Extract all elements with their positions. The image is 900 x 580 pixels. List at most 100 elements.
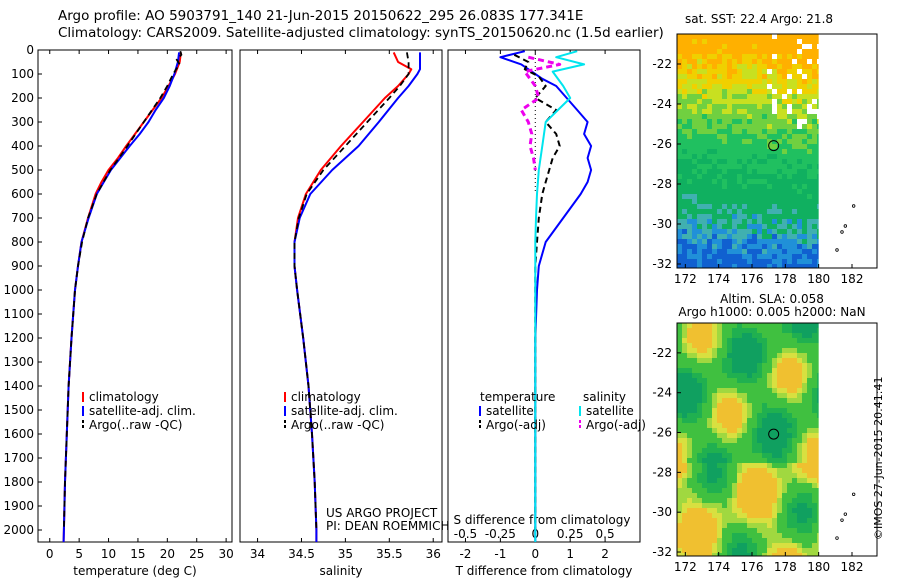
sla-map-cell (682, 513, 687, 518)
sst-map-cell (762, 64, 767, 69)
sla-map-cell (737, 353, 742, 358)
sla-map-cell (707, 523, 712, 528)
sla-map-cell (682, 338, 687, 343)
sst-map-cell (747, 254, 752, 259)
sla-map-cell (697, 358, 702, 363)
sst-map-cell (727, 139, 732, 144)
sla-map-cell (807, 333, 812, 338)
sla-map-cell (727, 343, 732, 348)
sst-map-cell (772, 89, 777, 94)
sla-map-cell (802, 328, 807, 333)
sst-map-cell (727, 119, 732, 124)
sst-map-cell (742, 219, 747, 224)
sla-map-cell (817, 453, 819, 458)
sst-map-cell (682, 239, 687, 244)
sst-map-cell (707, 44, 712, 49)
sla-map-cell (792, 408, 797, 413)
sla-map-cell (712, 333, 717, 338)
sst-map-cell (692, 119, 697, 124)
sst-map-cell (737, 149, 742, 154)
sst-map-cell (752, 89, 757, 94)
sst-map-cell (712, 89, 717, 94)
sst-map-cell (722, 229, 727, 234)
sst-map-cell (717, 244, 722, 249)
sla-map-cell (787, 443, 792, 448)
sst-map-cell (702, 124, 707, 129)
sla-map-cell (777, 358, 782, 363)
sla-map-cell (742, 403, 747, 408)
sla-map-cell (817, 403, 819, 408)
sst-map-cell (812, 159, 817, 164)
sst-map-cell (802, 239, 807, 244)
sla-map-cell (757, 473, 762, 478)
sla-map-cell (697, 463, 702, 468)
sla-map-cell (747, 378, 752, 383)
sla-map-cell (797, 478, 802, 483)
sst-map-cell (747, 179, 752, 184)
sst-map-cell (747, 154, 752, 159)
sla-map-cell (697, 418, 702, 423)
sla-map-cell (717, 473, 722, 478)
sla-map-cell (687, 448, 692, 453)
sla-map-cell (802, 508, 807, 513)
sst-map-cell (787, 149, 792, 154)
sst-map-cell (787, 109, 792, 114)
sst-map-cell (817, 119, 819, 124)
sla-map-cell (772, 343, 777, 348)
sst-map-cell (692, 264, 697, 268)
sst-map-cell (737, 179, 742, 184)
sst-map-cell (767, 249, 772, 254)
sla-map-cell (762, 373, 767, 378)
sst-map-cell (732, 84, 737, 89)
sla-map-cell (792, 498, 797, 503)
sla-map-cell (772, 428, 777, 433)
sla-map-cell (797, 323, 802, 328)
sla-map-cell (762, 333, 767, 338)
sla-map-cell (767, 348, 772, 353)
sst-map-cell (807, 144, 812, 149)
sst-map-cell (797, 189, 802, 194)
sst-map-cell (817, 234, 819, 239)
sst-map-cell (747, 94, 752, 99)
temp-legend-label: Argo(..raw -QC) (89, 418, 182, 432)
sla-map-cell (812, 348, 817, 353)
sst-map-cell (807, 249, 812, 254)
sla-map-cell (772, 358, 777, 363)
sst-map-cell (782, 139, 787, 144)
sla-map-cell (757, 398, 762, 403)
sla-map-cell (802, 548, 807, 553)
sst-map-cell (747, 99, 752, 104)
sst-map-cell (782, 229, 787, 234)
sst-map-cell (817, 124, 819, 129)
sst-map-cell (742, 199, 747, 204)
sla-map-cell (687, 463, 692, 468)
sst-map-cell (737, 164, 742, 169)
sst-map-cell (812, 74, 817, 79)
sla-map-cell (747, 333, 752, 338)
sla-map-cell (787, 338, 792, 343)
sst-map-cell (747, 144, 752, 149)
sla-map-cell (707, 428, 712, 433)
sla-map-cell (762, 523, 767, 528)
sst-map-cell (787, 134, 792, 139)
sla-map-frame (676, 322, 878, 557)
sst-map-cell (812, 109, 817, 114)
sst-map-cell (782, 54, 787, 59)
sst-map-cell (767, 164, 772, 169)
sla-map-cell (717, 523, 722, 528)
sst-map-cell (692, 104, 697, 109)
sla-map-cell (777, 383, 782, 388)
sst-map-cell (767, 134, 772, 139)
sla-map-cell (722, 473, 727, 478)
sst-island-marker (843, 224, 848, 228)
sla-map-cell (777, 443, 782, 448)
sla-map-cell (727, 503, 732, 508)
sla-map-cell (757, 478, 762, 483)
sla-map-cell (782, 348, 787, 353)
sla-map-cell (792, 373, 797, 378)
sla-map-cell (777, 408, 782, 413)
sla-map-cell (812, 413, 817, 418)
sla-map-cell (752, 408, 757, 413)
sst-map-cell (712, 104, 717, 109)
sla-map-cell (712, 323, 717, 328)
